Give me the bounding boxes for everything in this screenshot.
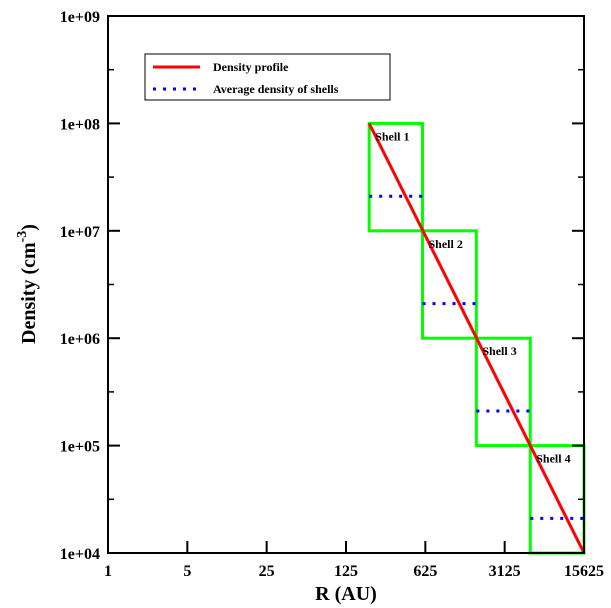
- shell-label-2: Shell 2: [428, 237, 462, 251]
- shell-box-3: [474, 336, 532, 448]
- shell-label-3: Shell 3: [482, 344, 516, 358]
- x-tick-label-1: 1: [104, 563, 112, 580]
- y-axis-title: Density (cm-3): [15, 224, 40, 344]
- plot-layer: Shell 1 Shell 2 Shell 3 Shell 4: [367, 121, 586, 555]
- y-axis-title-exponent: -3: [15, 231, 30, 243]
- x-tick-label-3: 25: [259, 563, 275, 580]
- x-tick-label-5: 625: [413, 563, 437, 580]
- y-axis-title-main: Density (cm: [18, 242, 40, 344]
- density-profile-line: [367, 122, 586, 554]
- y-tick-label-4: 1e+07: [60, 224, 100, 241]
- legend-label-density-profile: Density profile: [213, 60, 289, 74]
- x-tick-label-2: 5: [183, 563, 191, 580]
- legend-label-average-density: Average density of shells: [213, 82, 339, 96]
- y-axis-title-close: ): [18, 224, 40, 231]
- axes-layer: 1 5 25 125 625 3125 15625 1e+04 1e+05 1e+06 1e+07 1…: [60, 9, 604, 580]
- x-tick-label-6: 3125: [489, 563, 521, 580]
- y-tick-label-5: 1e+08: [60, 116, 100, 133]
- y-tick-label-1: 1e+04: [60, 546, 100, 563]
- shell-label-1: Shell 1: [375, 129, 409, 143]
- x-axis-title: R (AU): [315, 583, 377, 605]
- legend-box: [144, 53, 391, 101]
- shell-box-1: [367, 121, 424, 233]
- x-tick-label-4: 125: [334, 563, 358, 580]
- y-tick-label-6: 1e+09: [60, 9, 100, 26]
- shell-label-4: Shell 4: [536, 452, 570, 466]
- shell-box-2: [420, 229, 478, 340]
- x-tick-label-7: 15625: [564, 563, 604, 580]
- y-tick-label-2: 1e+05: [60, 439, 100, 456]
- y-axis-title-text: Density (cm-3): [15, 224, 40, 344]
- y-tick-label-3: 1e+06: [60, 331, 100, 348]
- legend: Density profile Average density of shell…: [144, 53, 391, 101]
